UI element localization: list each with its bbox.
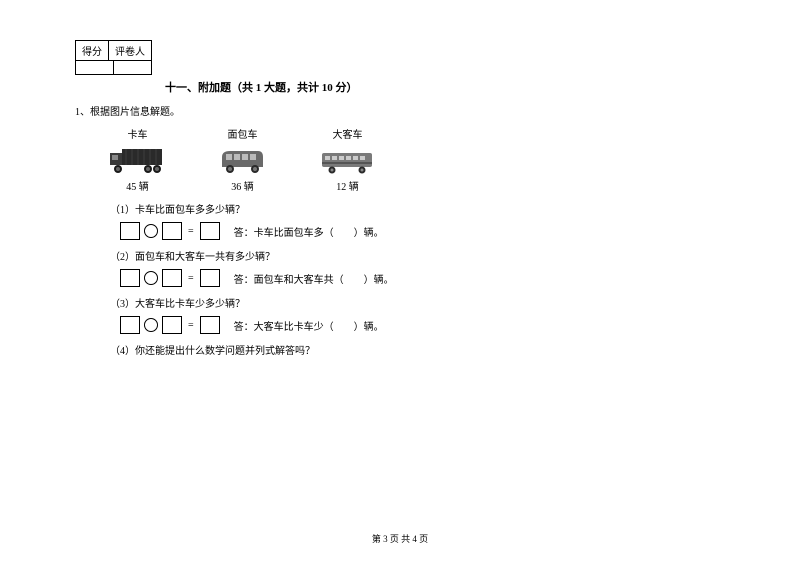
truck-image xyxy=(110,145,165,175)
bus-label: 大客车 xyxy=(320,126,375,141)
answer-q3: 答：大客车比卡车少（ ）辆。 xyxy=(234,318,384,333)
score-label: 得分 xyxy=(76,41,109,60)
equals-sign: = xyxy=(188,273,194,284)
vehicle-van: 面包车 36 辆 xyxy=(220,126,265,193)
eq-box[interactable] xyxy=(162,269,182,287)
eq-box[interactable] xyxy=(162,316,182,334)
van-label: 面包车 xyxy=(220,126,265,141)
eq-box[interactable] xyxy=(120,222,140,240)
truck-label: 卡车 xyxy=(110,126,165,141)
score-table-wrapper: 得分 评卷人 xyxy=(75,40,152,75)
eq-circle[interactable] xyxy=(144,318,158,332)
equation-q2: = 答：面包车和大客车共（ ）辆。 xyxy=(120,269,725,287)
sub-q1: （1）卡车比面包车多多少辆？ xyxy=(110,201,725,216)
answer-q1: 答：卡车比面包车多（ ）辆。 xyxy=(234,224,384,239)
equation-q3: = 答：大客车比卡车少（ ）辆。 xyxy=(120,316,725,334)
page-footer: 第 3 页 共 4 页 xyxy=(0,532,800,545)
eq-circle[interactable] xyxy=(144,224,158,238)
eq-box[interactable] xyxy=(200,269,220,287)
truck-count: 45 辆 xyxy=(110,178,165,193)
eq-box[interactable] xyxy=(200,222,220,240)
equation-q1: = 答：卡车比面包车多（ ）辆。 xyxy=(120,222,725,240)
sub-q3: （3）大客车比卡车少多少辆？ xyxy=(110,295,725,310)
vehicle-truck: 卡车 xyxy=(110,126,165,193)
bus-image xyxy=(320,145,375,175)
eq-box[interactable] xyxy=(120,316,140,334)
question-number: 1、根据图片信息解题。 xyxy=(75,103,725,118)
section-title: 十一、附加题（共 1 大题，共计 10 分） xyxy=(165,79,725,95)
reviewer-label: 评卷人 xyxy=(109,41,151,60)
van-image xyxy=(220,145,265,175)
equals-sign: = xyxy=(188,226,194,237)
bus-count: 12 辆 xyxy=(320,178,375,193)
eq-box[interactable] xyxy=(120,269,140,287)
vehicle-bus: 大客车 12 辆 xyxy=(320,126,375,193)
answer-q2: 答：面包车和大客车共（ ）辆。 xyxy=(234,271,394,286)
equals-sign: = xyxy=(188,320,194,331)
sub-q2: （2）面包车和大客车一共有多少辆？ xyxy=(110,248,725,263)
eq-box[interactable] xyxy=(162,222,182,240)
eq-circle[interactable] xyxy=(144,271,158,285)
vehicles-row: 卡车 xyxy=(110,126,725,193)
sub-q4: （4）你还能提出什么数学问题并列式解答吗？ xyxy=(110,342,725,357)
van-count: 36 辆 xyxy=(220,178,265,193)
score-blank xyxy=(76,61,114,74)
reviewer-blank xyxy=(114,61,151,74)
eq-box[interactable] xyxy=(200,316,220,334)
